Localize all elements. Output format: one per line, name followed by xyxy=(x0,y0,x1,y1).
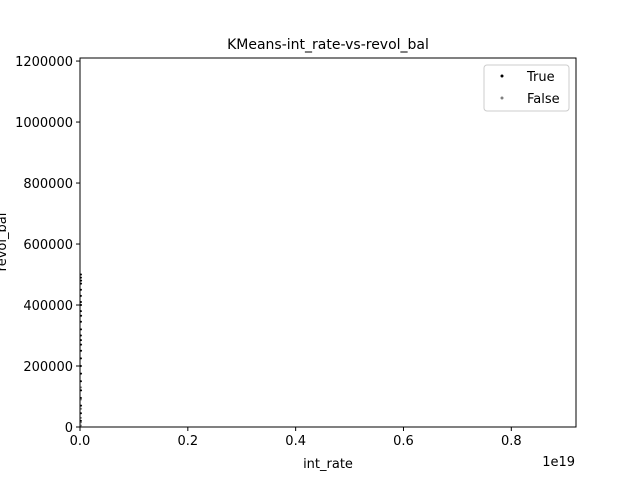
y-tick-label: 400000 xyxy=(23,299,73,314)
point-true xyxy=(80,282,83,285)
y-tick-label: 600000 xyxy=(23,238,73,253)
chart-title: KMeans-int_rate-vs-revol_bal xyxy=(227,37,429,53)
y-axis-label: revol_bal xyxy=(0,213,10,272)
point-true xyxy=(80,349,83,352)
y-tick-label: 1000000 xyxy=(15,116,73,131)
y-tick-label: 0 xyxy=(65,421,73,436)
point-true xyxy=(80,328,83,331)
y-tick-label: 800000 xyxy=(23,177,73,192)
legend-marker-true xyxy=(500,74,504,78)
x-tick-label: 0.4 xyxy=(285,434,306,449)
point-true xyxy=(80,279,83,282)
plot-area-frame xyxy=(79,57,577,428)
point-true xyxy=(80,314,83,317)
x-tick-label: 0.2 xyxy=(177,434,198,449)
y-tick-label: 200000 xyxy=(23,360,73,375)
x-tick-label: 0.0 xyxy=(70,434,91,449)
legend-box xyxy=(483,64,570,112)
x-tick-label: 0.6 xyxy=(393,434,414,449)
legend-label-false: False xyxy=(527,92,560,107)
point-true xyxy=(80,343,83,346)
point-true xyxy=(80,372,83,375)
point-false xyxy=(80,407,83,410)
x-axis: 0.0 0.2 0.4 0.6 0.8 xyxy=(70,427,522,449)
y-tick-label: 1200000 xyxy=(15,55,73,70)
legend: True False xyxy=(483,64,570,112)
legend-label-true: True xyxy=(526,70,555,85)
y-axis: 0 200000 400000 600000 800000 1000000 1200000 xyxy=(15,55,80,436)
point-true xyxy=(80,389,83,392)
x-axis-label: int_rate xyxy=(303,457,353,472)
point-true xyxy=(80,304,83,307)
x-tick-label: 0.8 xyxy=(501,434,522,449)
point-true xyxy=(80,404,83,407)
point-false xyxy=(80,386,83,389)
legend-marker-false xyxy=(500,96,504,100)
x-axis-offset-label: 1e19 xyxy=(542,455,575,470)
point-false xyxy=(80,421,83,424)
